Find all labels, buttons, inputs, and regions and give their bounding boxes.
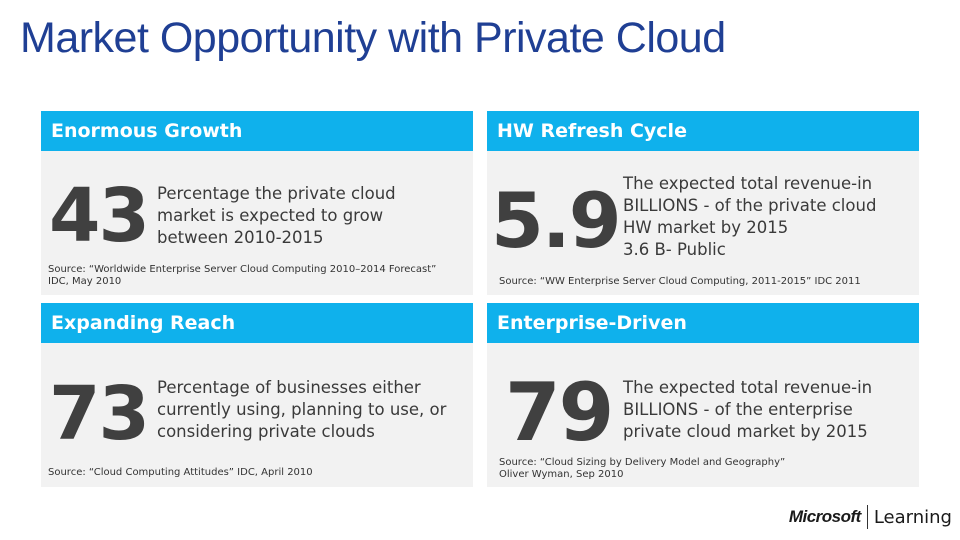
desc-line: private cloud market by 2015 — [623, 422, 868, 441]
panel-hw-refresh-cycle: HW Refresh Cycle 5.9 The expected total … — [487, 111, 919, 295]
source-citation: Source: “Worldwide Enterprise Server Clo… — [48, 264, 436, 288]
source-line: Source: “Cloud Computing Attitudes” IDC,… — [48, 467, 313, 478]
stat-description: The expected total revenue-in BILLIONS -… — [623, 377, 872, 443]
desc-line: currently using, planning to use, or — [157, 400, 447, 419]
desc-line: 3.6 B- Public — [623, 240, 726, 259]
stat-description: Percentage the private cloud market is e… — [157, 183, 396, 249]
stat-number: 73 — [49, 371, 150, 457]
stat-number: 5.9 — [491, 176, 622, 265]
desc-line: considering private clouds — [157, 422, 375, 441]
stat-number: 79 — [505, 366, 614, 459]
panel-header: Enormous Growth — [41, 111, 473, 151]
desc-line: HW market by 2015 — [623, 218, 789, 237]
stat-description: The expected total revenue-in BILLIONS -… — [623, 173, 876, 261]
desc-line: market is expected to grow — [157, 206, 384, 225]
desc-line: Percentage the private cloud — [157, 184, 396, 203]
desc-line: The expected total revenue-in — [623, 378, 873, 397]
panel-header: Enterprise-Driven — [487, 303, 919, 343]
stat-description: Percentage of businesses either currentl… — [157, 377, 446, 443]
source-citation: Source: “WW Enterprise Server Cloud Comp… — [499, 276, 861, 288]
panel-enormous-growth: Enormous Growth 43 Percentage the privat… — [41, 111, 473, 295]
desc-line: The expected total revenue-in — [623, 174, 873, 193]
source-citation: Source: “Cloud Sizing by Delivery Model … — [499, 457, 785, 481]
source-line: Source: “WW Enterprise Server Cloud Comp… — [499, 276, 861, 287]
panel-header: HW Refresh Cycle — [487, 111, 919, 151]
desc-line: between 2010-2015 — [157, 228, 324, 247]
source-line: Oliver Wyman, Sep 2010 — [499, 469, 624, 480]
source-line: Source: “Worldwide Enterprise Server Clo… — [48, 264, 437, 275]
panel-enterprise-driven: Enterprise-Driven 79 The expected total … — [487, 303, 919, 487]
logo-divider — [866, 505, 868, 529]
stat-number: 43 — [49, 173, 150, 259]
desc-line: BILLIONS - of the private cloud — [623, 196, 877, 215]
panel-expanding-reach: Expanding Reach 73 Percentage of busines… — [41, 303, 473, 487]
desc-line: Percentage of businesses either — [157, 378, 421, 397]
slide-title: Market Opportunity with Private Cloud — [20, 14, 726, 62]
source-citation: Source: “Cloud Computing Attitudes” IDC,… — [48, 467, 313, 479]
source-line: Source: “Cloud Sizing by Delivery Model … — [499, 457, 786, 468]
desc-line: BILLIONS - of the enterprise — [623, 400, 853, 419]
learning-wordmark: Learning — [873, 506, 952, 528]
microsoft-wordmark: Microsoft — [788, 507, 862, 526]
microsoft-learning-logo: Microsoft Learning — [789, 502, 952, 532]
source-line: IDC, May 2010 — [48, 276, 122, 287]
panel-header: Expanding Reach — [41, 303, 473, 343]
